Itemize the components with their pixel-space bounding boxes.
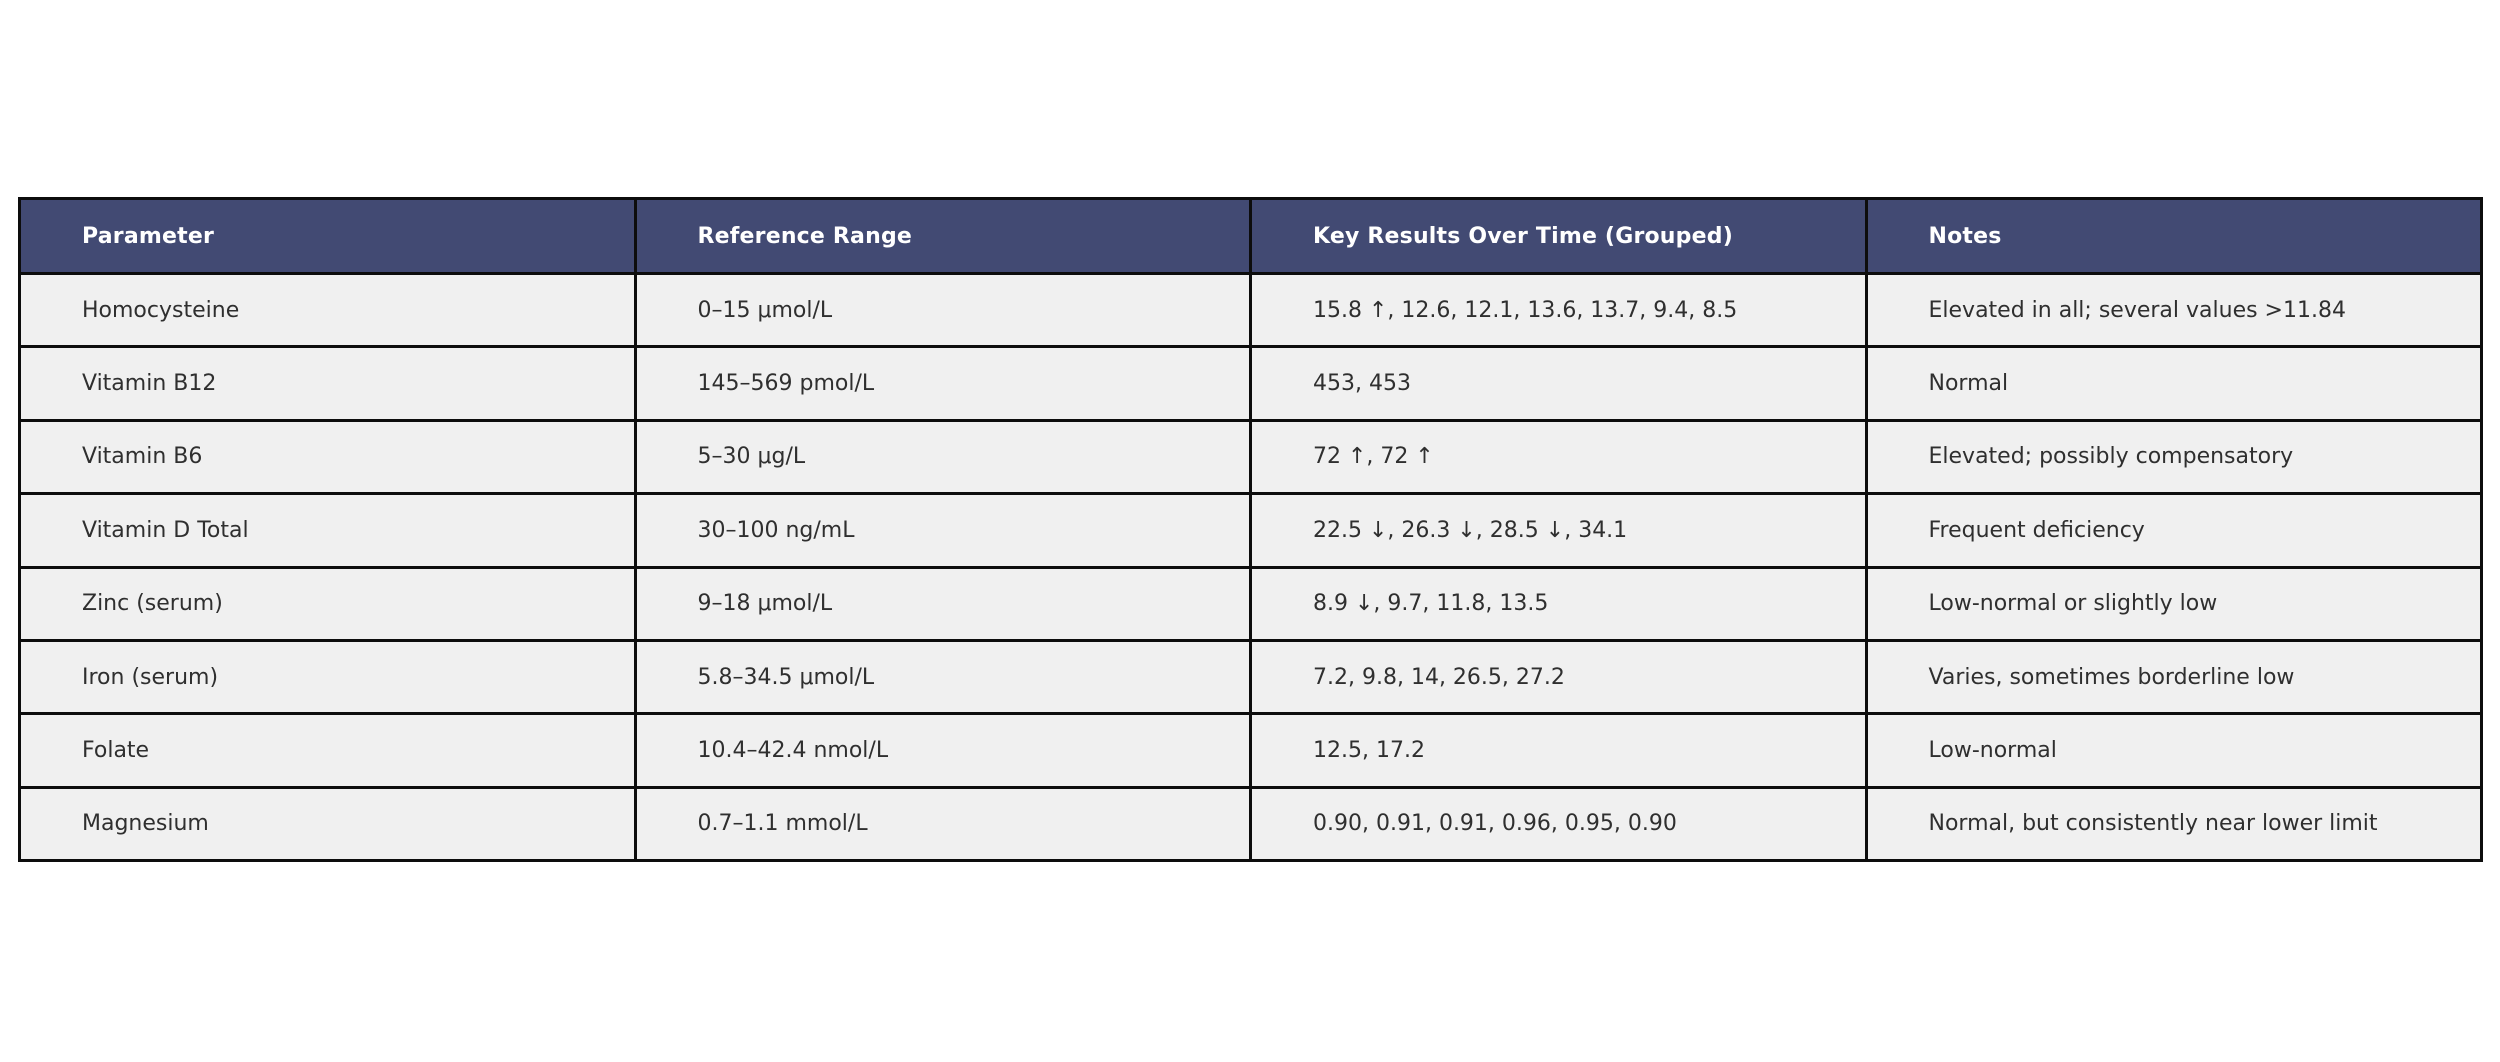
- cell-reference-range: 10.4–42.4 nmol/L: [633, 712, 1252, 789]
- cell-reference-range: 0–15 μmol/L: [633, 271, 1252, 349]
- cell-key-results: 0.90, 0.91, 0.91, 0.96, 0.95, 0.90: [1249, 785, 1868, 863]
- table-row: Folate 10.4–42.4 nmol/L 12.5, 17.2 Low-norm…: [18, 712, 2483, 789]
- table-row: Vitamin B12 145–569 pmol/L 453, 453 Normal: [18, 345, 2483, 422]
- cell-reference-range: 9–18 μmol/L: [633, 565, 1252, 642]
- cell-parameter: Homocysteine: [18, 271, 637, 349]
- cell-parameter: Iron (serum): [18, 638, 637, 716]
- lab-results-table-container: Parameter Reference Range Key Results Ov…: [18, 197, 2483, 863]
- cell-reference-range: 5–30 μg/L: [633, 418, 1252, 496]
- cell-reference-range: 30–100 ng/mL: [633, 492, 1252, 569]
- cell-reference-range: 0.7–1.1 mmol/L: [633, 785, 1252, 863]
- cell-parameter: Vitamin B6: [18, 418, 637, 496]
- cell-key-results: 7.2, 9.8, 14, 26.5, 27.2: [1249, 638, 1868, 716]
- cell-key-results: 12.5, 17.2: [1249, 712, 1868, 789]
- cell-notes: Low-normal: [1864, 712, 2483, 789]
- cell-key-results: 8.9 ↓, 9.7, 11.8, 13.5: [1249, 565, 1868, 642]
- column-header-reference-range: Reference Range: [633, 197, 1252, 275]
- cell-parameter: Vitamin D Total: [18, 492, 637, 569]
- cell-reference-range: 145–569 pmol/L: [633, 345, 1252, 422]
- cell-key-results: 15.8 ↑, 12.6, 12.1, 13.6, 13.7, 9.4, 8.5: [1249, 271, 1868, 349]
- table-body: Homocysteine 0–15 μmol/L 15.8 ↑, 12.6, 12.…: [18, 271, 2483, 863]
- cell-key-results: 453, 453: [1249, 345, 1868, 422]
- cell-notes: Low-normal or slightly low: [1864, 565, 2483, 642]
- column-header-notes: Notes: [1864, 197, 2483, 275]
- table-row: Magnesium 0.7–1.1 mmol/L 0.90, 0.91, 0.91,…: [18, 785, 2483, 863]
- cell-parameter: Magnesium: [18, 785, 637, 863]
- lab-results-table: Parameter Reference Range Key Results Ov…: [18, 197, 2483, 863]
- cell-notes: Normal: [1864, 345, 2483, 422]
- header-row: Parameter Reference Range Key Results Ov…: [18, 197, 2483, 275]
- table-row: Zinc (serum) 9–18 μmol/L 8.9 ↓, 9.7, 11.8,…: [18, 565, 2483, 642]
- cell-parameter: Folate: [18, 712, 637, 789]
- cell-key-results: 72 ↑, 72 ↑: [1249, 418, 1868, 496]
- cell-notes: Elevated in all; several values >11.84: [1864, 271, 2483, 349]
- cell-key-results: 22.5 ↓, 26.3 ↓, 28.5 ↓, 34.1: [1249, 492, 1868, 569]
- cell-notes: Elevated; possibly compensatory: [1864, 418, 2483, 496]
- table-row: Homocysteine 0–15 μmol/L 15.8 ↑, 12.6, 12.…: [18, 271, 2483, 349]
- cell-notes: Varies, sometimes borderline low: [1864, 638, 2483, 716]
- column-header-parameter: Parameter: [18, 197, 637, 275]
- cell-notes: Frequent deficiency: [1864, 492, 2483, 569]
- cell-parameter: Zinc (serum): [18, 565, 637, 642]
- table-row: Iron (serum) 5.8–34.5 μmol/L 7.2, 9.8, 14,…: [18, 638, 2483, 716]
- table-header: Parameter Reference Range Key Results Ov…: [18, 197, 2483, 275]
- table-row: Vitamin B6 5–30 μg/L 72 ↑, 72 ↑ Elevated; p…: [18, 418, 2483, 496]
- cell-notes: Normal, but consistently near lower limi…: [1864, 785, 2483, 863]
- cell-parameter: Vitamin B12: [18, 345, 637, 422]
- table-row: Vitamin D Total 30–100 ng/mL 22.5 ↓, 26.3 …: [18, 492, 2483, 569]
- cell-reference-range: 5.8–34.5 μmol/L: [633, 638, 1252, 716]
- column-header-key-results: Key Results Over Time (Grouped): [1249, 197, 1868, 275]
